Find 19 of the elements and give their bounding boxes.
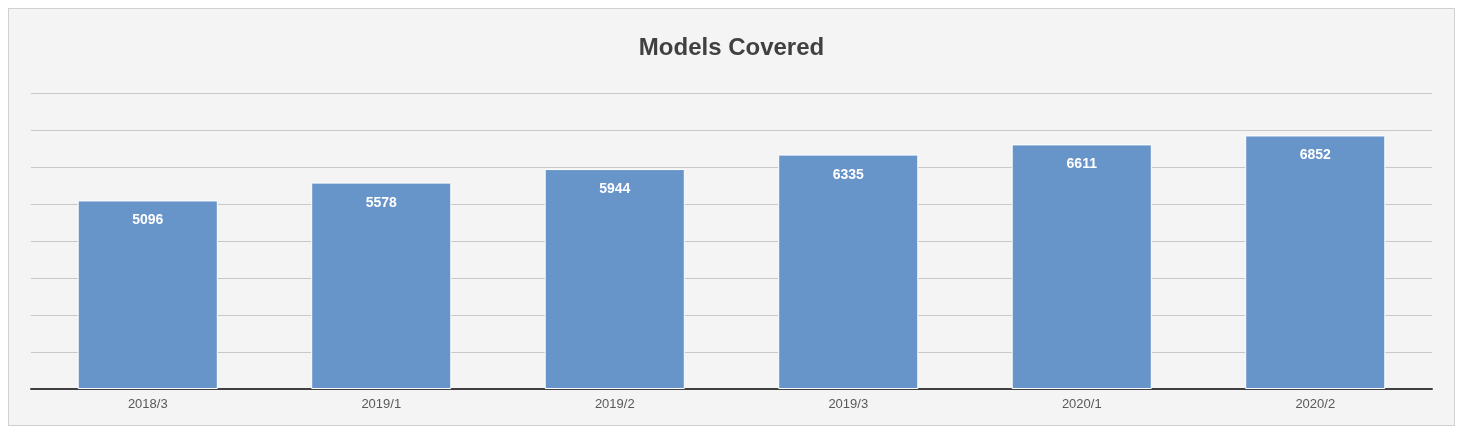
data-label: 5578 [365, 193, 398, 210]
x-tick-label: 2020/2 [1295, 396, 1336, 411]
x-tick-label: 2020/1 [1061, 396, 1102, 411]
chart-title: Models Covered [638, 32, 825, 60]
data-label: 6611 [1066, 155, 1098, 172]
data-label: 5944 [599, 180, 631, 197]
bar [778, 154, 919, 389]
x-tick-label: 2018/3 [127, 396, 168, 411]
data-label: 6335 [832, 165, 865, 182]
bar [1011, 144, 1152, 389]
x-tick-label: 2019/3 [828, 396, 869, 411]
bar [77, 200, 218, 389]
bar [1245, 135, 1386, 389]
data-label: 6852 [1299, 146, 1332, 163]
data-label: 5096 [132, 211, 164, 228]
x-tick-label: 2019/1 [361, 396, 402, 411]
x-tick-label: 2019/2 [594, 396, 635, 411]
bar [311, 182, 452, 389]
bar [544, 169, 685, 389]
